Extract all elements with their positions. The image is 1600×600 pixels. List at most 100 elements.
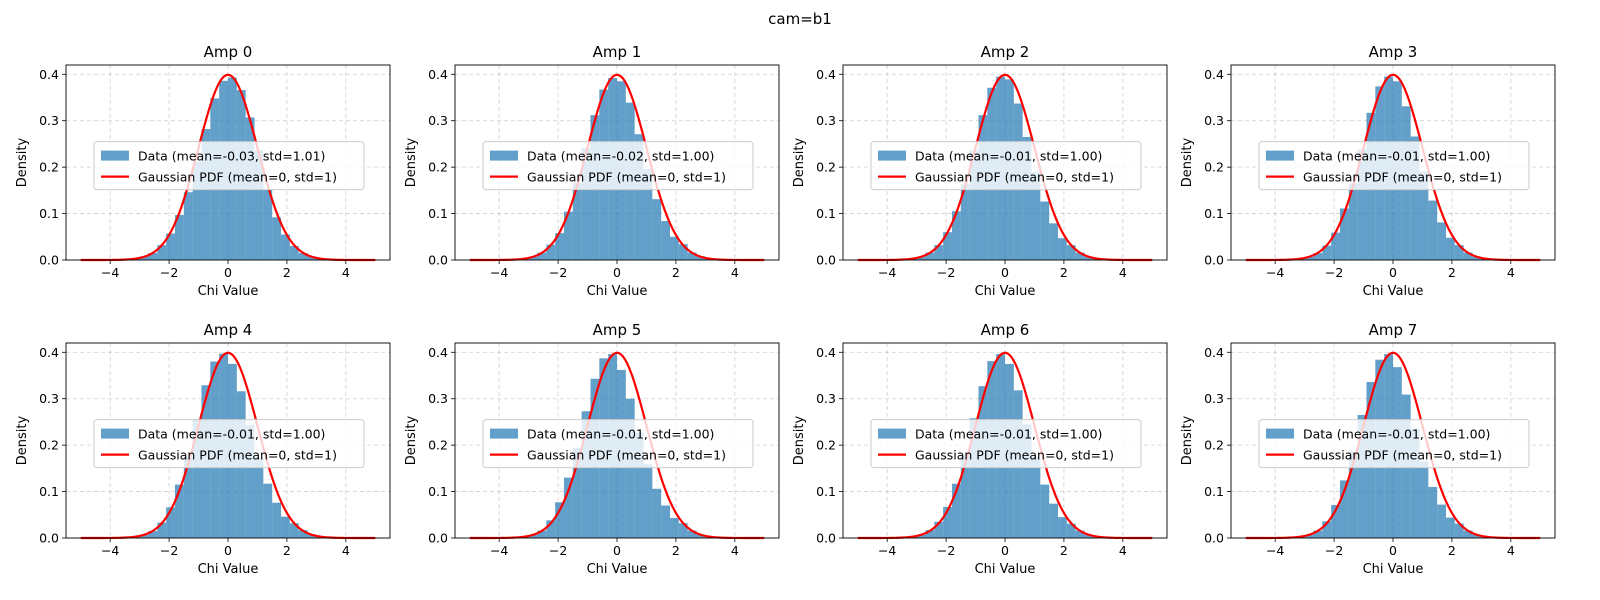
- subplot-title: Amp 1: [593, 43, 642, 61]
- x-axis-label: Chi Value: [587, 284, 648, 299]
- histogram-bar: [1022, 136, 1032, 260]
- y-tick-label: 0.1: [39, 206, 59, 221]
- histogram-bar: [1075, 530, 1085, 538]
- histogram-bar: [1022, 424, 1032, 538]
- histogram-bar: [1419, 171, 1429, 260]
- histogram-bar: [254, 457, 264, 538]
- histogram-bar: [652, 488, 662, 538]
- histogram-bar: [1058, 238, 1067, 260]
- histogram-bar: [537, 252, 547, 260]
- x-tick-label: 0: [613, 265, 621, 280]
- legend-label-pdf: Gaussian PDF (mean=0, std=1): [527, 448, 726, 463]
- histogram-bar: [563, 211, 573, 260]
- histogram-bar: [581, 411, 591, 538]
- histogram-bar: [254, 150, 264, 260]
- histogram-bar: [1454, 245, 1464, 260]
- histogram-bar: [555, 233, 564, 260]
- subplot-title: Amp 6: [981, 321, 1030, 339]
- legend-label-pdf: Gaussian PDF (mean=0, std=1): [138, 170, 337, 185]
- histogram-bar: [678, 523, 688, 538]
- histogram-bar: [1066, 245, 1076, 260]
- x-tick-label: −2: [549, 543, 567, 558]
- histogram-bar: [307, 534, 317, 538]
- x-tick-label: 4: [731, 265, 739, 280]
- histogram-bar: [1454, 523, 1464, 538]
- subplot-amp-4: −4 −2 0 2 4 0.0 0.1 0.2 0.3 0.4 Amp 4 Chi Value Dens…: [15, 321, 391, 577]
- histogram-bar: [157, 522, 167, 538]
- histogram-bar: [572, 447, 582, 538]
- subplot-title: Amp 0: [204, 43, 253, 61]
- x-tick-label: 2: [1060, 265, 1068, 280]
- legend-label-data: Data (mean=-0.01, std=1.00): [915, 427, 1102, 442]
- histogram-bar: [1410, 136, 1420, 260]
- y-tick-label: 0.3: [816, 391, 836, 406]
- y-tick-label: 0.3: [39, 391, 59, 406]
- y-tick-label: 0.1: [428, 484, 448, 499]
- x-tick-label: −2: [1325, 543, 1343, 558]
- histogram-bar: [696, 256, 706, 260]
- histogram-bar: [1084, 534, 1094, 538]
- gaussian-pdf-line: [80, 73, 376, 262]
- histogram-bar: [139, 534, 149, 538]
- gaussian-pdf-line: [857, 351, 1153, 540]
- histogram-bar: [289, 523, 299, 538]
- y-tick-label: 0.0: [39, 253, 59, 268]
- y-tick-label: 0.1: [816, 484, 836, 499]
- histogram-bar: [1339, 208, 1349, 260]
- legend-box: [93, 141, 365, 191]
- x-tick-label: −2: [160, 543, 178, 558]
- y-axis-label: Density: [1180, 137, 1195, 187]
- histogram-bar: [960, 184, 970, 260]
- gaussian-pdf-line: [80, 351, 376, 540]
- y-tick-label: 0.0: [39, 531, 59, 546]
- legend-label-pdf: Gaussian PDF (mean=0, std=1): [1303, 170, 1502, 185]
- y-axis-label: Density: [15, 415, 30, 465]
- histogram-bar: [934, 521, 944, 538]
- histogram-bar: [643, 169, 653, 260]
- histogram-bar: [1331, 505, 1340, 538]
- histogram-bar: [174, 484, 184, 538]
- histogram-bar: [139, 256, 149, 260]
- gaussian-pdf-line: [469, 73, 765, 262]
- histogram-bar: [289, 246, 299, 260]
- histogram-bar: [174, 214, 184, 260]
- y-tick-label: 0.0: [428, 253, 448, 268]
- x-tick-label: 2: [672, 265, 680, 280]
- histogram-bar: [1040, 484, 1050, 538]
- histogram-bar: [1084, 256, 1094, 260]
- histogram-bar: [148, 253, 158, 260]
- histogram-bar: [670, 518, 679, 538]
- histogram-bar: [201, 129, 211, 260]
- histogram-bar: [272, 217, 282, 260]
- legend-box: [482, 141, 754, 191]
- histogram-bar: [281, 516, 290, 538]
- x-tick-label: −4: [878, 265, 896, 280]
- legend-swatch-data: [489, 428, 518, 439]
- x-tick-label: 4: [731, 543, 739, 558]
- x-tick-label: −4: [490, 543, 508, 558]
- histogram-bar: [263, 483, 273, 538]
- y-tick-label: 0.2: [1204, 160, 1224, 175]
- histogram-bar: [1410, 428, 1420, 538]
- subplot-amp-5: −4 −2 0 2 4 0.0 0.1 0.2 0.3 0.4 Amp 5 Chi Value Dens…: [404, 321, 780, 577]
- legend-label-pdf: Gaussian PDF (mean=0, std=1): [1303, 448, 1502, 463]
- legend-swatch-data: [1265, 428, 1294, 439]
- histogram-bar: [263, 189, 273, 260]
- subplot-title: Amp 3: [1369, 43, 1418, 61]
- y-axis-label: Density: [792, 415, 807, 465]
- subplot-amp-7: −4 −2 0 2 4 0.0 0.1 0.2 0.3 0.4 Amp 7 Chi Value Dens…: [1180, 321, 1556, 577]
- y-tick-label: 0.3: [1204, 391, 1224, 406]
- histogram-bar: [546, 520, 556, 538]
- histogram-bar: [183, 457, 193, 538]
- y-tick-label: 0.2: [1204, 438, 1224, 453]
- histogram-bar: [916, 256, 926, 260]
- legend-label-data: Data (mean=-0.01, std=1.00): [527, 427, 714, 442]
- histogram-bar: [1313, 253, 1323, 260]
- histogram-bar: [1419, 461, 1429, 538]
- histogram-bar: [166, 233, 175, 260]
- histogram-bar: [1049, 223, 1059, 260]
- histogram-bar: [1049, 503, 1059, 538]
- histogram-bar: [687, 252, 697, 260]
- histogram-bar: [1031, 457, 1041, 538]
